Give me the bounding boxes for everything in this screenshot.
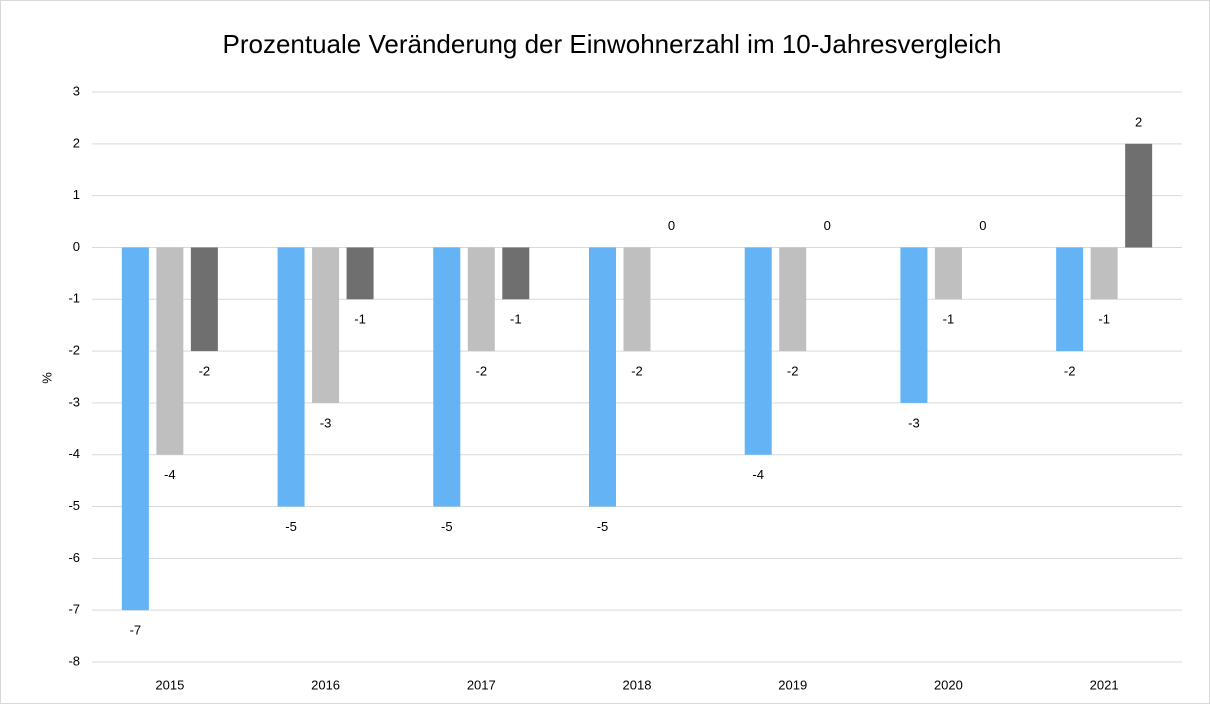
data-label: -1 <box>354 312 366 327</box>
bar <box>589 247 616 507</box>
data-label: -2 <box>631 364 643 379</box>
data-label: -5 <box>285 519 297 534</box>
data-label: -1 <box>510 312 522 327</box>
bar <box>156 247 184 455</box>
data-label: -4 <box>752 467 764 482</box>
data-label: -5 <box>597 519 609 534</box>
bar <box>623 247 651 352</box>
x-tick-label: 2021 <box>1090 677 1119 692</box>
y-tick-label: -2 <box>68 343 80 358</box>
data-label: 2 <box>1135 114 1142 129</box>
data-label: -4 <box>164 467 176 482</box>
bar <box>1090 247 1118 300</box>
y-tick-label: -5 <box>68 498 80 513</box>
y-tick-label: -1 <box>68 291 80 306</box>
bar <box>346 247 374 300</box>
bar <box>502 247 530 300</box>
data-label: -5 <box>441 519 453 534</box>
y-tick-label: -7 <box>68 602 80 617</box>
bar <box>744 247 772 455</box>
bar <box>312 247 340 403</box>
data-label: -1 <box>943 312 955 327</box>
y-tick-label: 1 <box>73 187 80 202</box>
data-label: -3 <box>320 415 332 430</box>
bar <box>934 247 962 300</box>
bar <box>1056 247 1084 352</box>
data-label: 0 <box>824 218 831 233</box>
y-tick-label: -6 <box>68 550 80 565</box>
x-tick-label: 2018 <box>623 677 652 692</box>
bar <box>190 247 218 352</box>
bar <box>121 247 149 611</box>
x-tick-label: 2020 <box>934 677 963 692</box>
bar <box>779 247 807 352</box>
y-tick-label: 2 <box>73 135 80 150</box>
bar <box>900 247 928 403</box>
x-tick-label: 2019 <box>778 677 807 692</box>
data-label: -2 <box>476 364 488 379</box>
data-label: -2 <box>199 364 211 379</box>
bar <box>1125 143 1153 248</box>
data-label: -3 <box>908 415 920 430</box>
y-tick-label: -4 <box>68 446 80 461</box>
data-label: -1 <box>1098 312 1110 327</box>
data-label: -2 <box>1064 364 1076 379</box>
bar <box>467 247 495 352</box>
data-label: 0 <box>668 218 675 233</box>
y-tick-label: -3 <box>68 394 80 409</box>
x-tick-label: 2015 <box>155 677 184 692</box>
bar <box>433 247 461 507</box>
data-label: -7 <box>130 623 142 638</box>
y-tick-label: 3 <box>73 83 80 98</box>
chart-title: Prozentuale Veränderung der Einwohnerzah… <box>222 29 1001 59</box>
bar <box>277 247 305 507</box>
x-tick-label: 2017 <box>467 677 496 692</box>
data-label: -2 <box>787 364 799 379</box>
data-label: 0 <box>979 218 986 233</box>
x-tick-label: 2016 <box>311 677 340 692</box>
y-tick-label: 0 <box>73 239 80 254</box>
y-axis-label: % <box>39 372 54 384</box>
y-tick-label: -8 <box>68 653 80 668</box>
